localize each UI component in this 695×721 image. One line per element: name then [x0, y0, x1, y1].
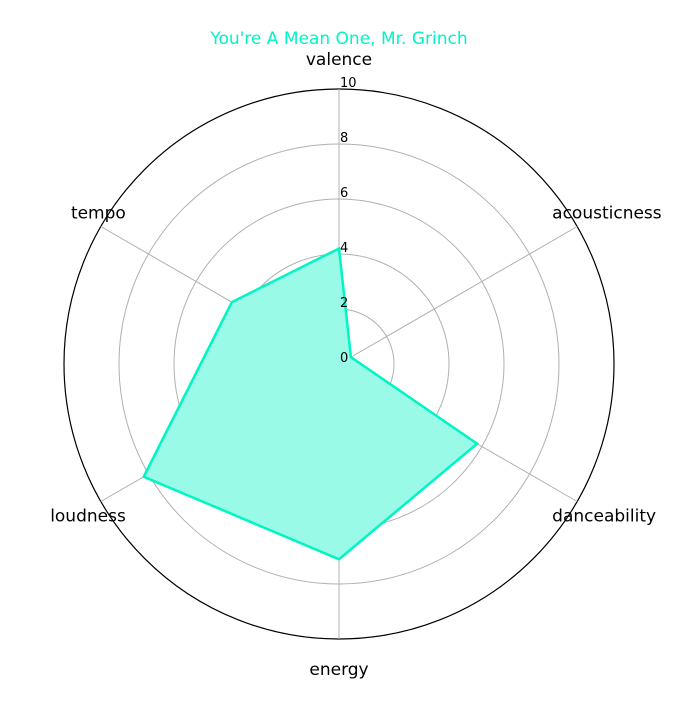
axis-labels: valence acousticness danceability energy lou…	[50, 50, 662, 680]
radial-tick-labels: 0 2 4 6 8 10	[340, 76, 357, 366]
tick-label: 6	[340, 186, 348, 201]
radar-series	[141, 246, 480, 561]
axis-label-energy: energy	[309, 660, 368, 680]
axis-label-acousticness: acousticness	[552, 204, 662, 224]
chart-title: You're A Mean One, Mr. Grinch	[209, 29, 467, 49]
tick-label: 0	[340, 351, 348, 366]
axis-label-tempo: tempo	[71, 204, 126, 224]
axis-label-loudness: loudness	[50, 507, 126, 527]
tick-label: 8	[340, 131, 348, 146]
tick-label: 4	[340, 241, 348, 256]
spoke-acousticness	[338, 226, 578, 365]
tick-label: 2	[340, 296, 348, 311]
series-area	[143, 248, 478, 560]
tick-label: 10	[340, 76, 357, 91]
axis-label-valence: valence	[306, 50, 372, 70]
axis-label-danceability: danceability	[552, 507, 656, 527]
